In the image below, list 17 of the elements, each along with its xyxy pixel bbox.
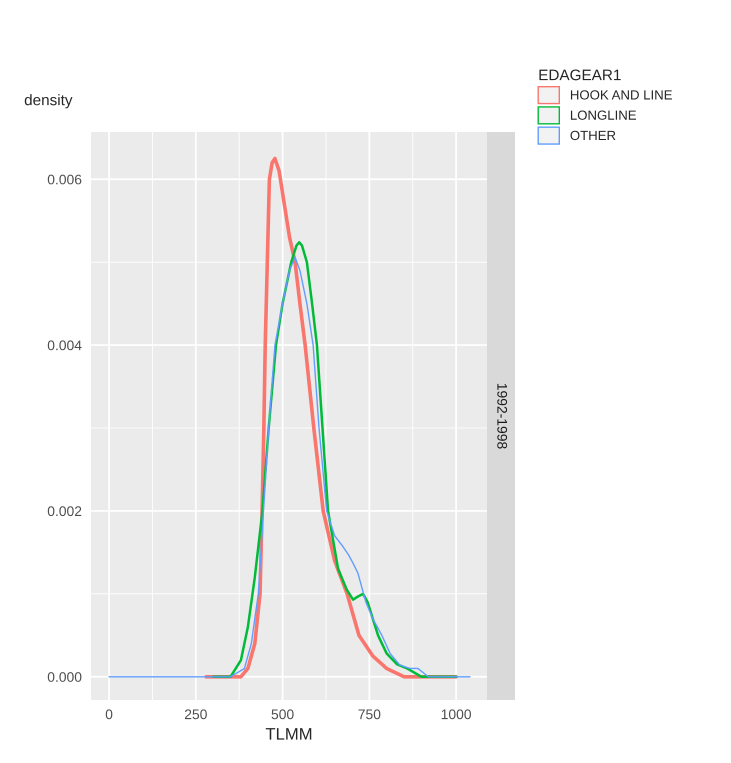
y-axis-title: density (24, 94, 72, 108)
y-tick-label: 0.002 (48, 506, 82, 516)
line-series (108, 256, 471, 678)
x-axis-title: TLMM (266, 728, 312, 740)
legend-title: EDAGEAR1 (539, 70, 621, 80)
text: 1992-1998 (497, 384, 508, 449)
y-tick-label: 0.000 (48, 672, 82, 682)
x-tick-label: 0 (106, 709, 112, 720)
x-tick-label: 250 (184, 709, 207, 720)
x-tick-label: 500 (272, 709, 294, 720)
legend-label: LONGLINE (570, 110, 636, 120)
x-tick-label: 750 (358, 709, 380, 720)
x-tick-label: 1000 (442, 709, 472, 720)
legend-label: OTHER (570, 130, 616, 140)
y-tick-label: 0.006 (48, 174, 82, 184)
y-tick-label: 0.004 (48, 340, 82, 350)
legend-label: HOOK AND LINE (570, 90, 672, 100)
